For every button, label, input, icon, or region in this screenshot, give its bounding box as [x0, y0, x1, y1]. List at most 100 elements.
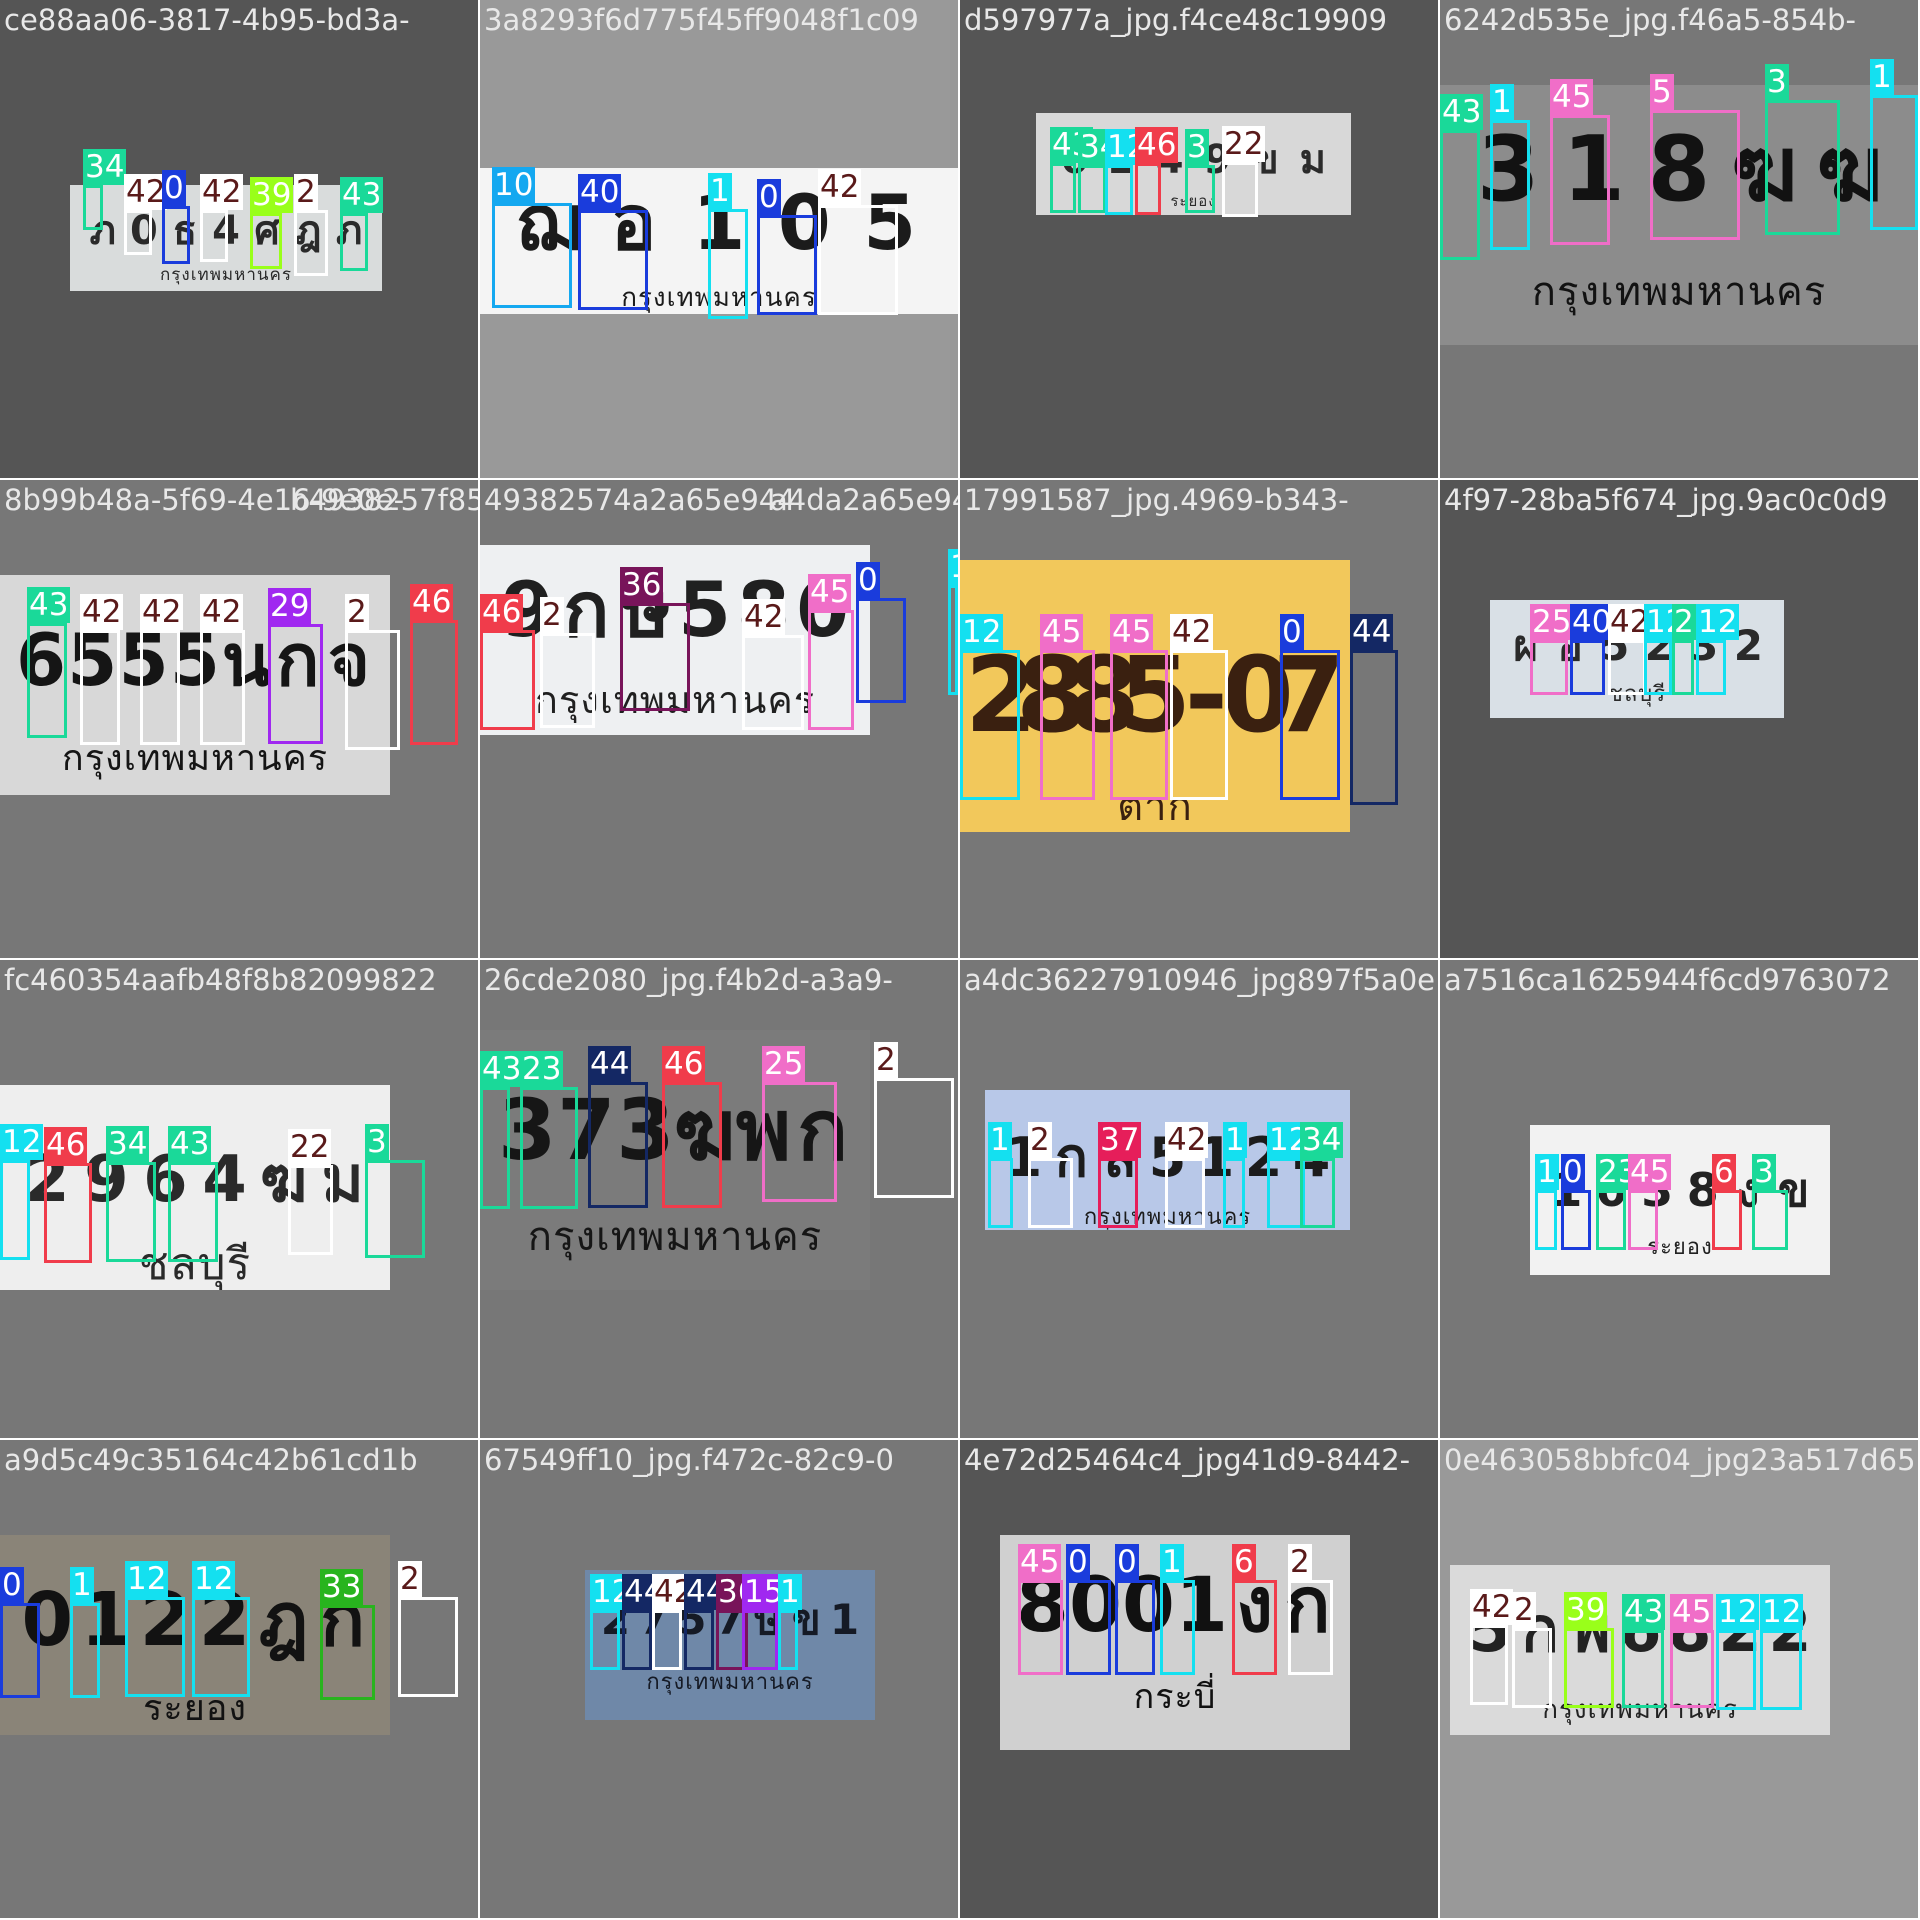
plate-character: ฎ — [258, 1577, 309, 1663]
detection-box — [320, 1605, 375, 1700]
detection-box — [1622, 1630, 1664, 1708]
detection-class-label: 45 — [1550, 79, 1594, 115]
detection-class-label: 1 — [1223, 1122, 1247, 1158]
mosaic-tile: 67549ff10_jpg.f472c-82c9-0 2 7 5 7 ษข 1 กรุงเทพ… — [480, 1440, 958, 1918]
detection-box — [480, 630, 535, 730]
detection-box — [1050, 163, 1076, 213]
detection-box — [1223, 1158, 1245, 1228]
mosaic-tile: 6242d535e_jpg.f46a5-854b- 3 1 8 ฆฆกรุงเทพมหา… — [1440, 0, 1918, 478]
detection-box — [874, 1078, 954, 1198]
tile-filename: a7516ca1625944f6cd9763072 — [1444, 963, 1891, 997]
detection-box — [1608, 640, 1646, 695]
mosaic-tile: 4e72d25464c4_jpg41d9-8442- 8 0 0 1 งกกระบี่ 45… — [960, 1440, 1438, 1918]
plate-province: กรุงเทพมหานคร — [621, 283, 817, 313]
plate-character: 0 — [21, 1577, 74, 1663]
plate-province: ตาก — [1117, 784, 1193, 830]
tile-filename: 67549ff10_jpg.f472c-82c9-0 — [484, 1443, 894, 1477]
detection-class-label: 43 — [27, 587, 71, 623]
detection-box — [80, 630, 120, 745]
mosaic-tile: fc460354aafb48f8b82099822 2 9 6 4 ฆมชลบุรี 12 4… — [0, 960, 478, 1438]
detection-box — [200, 630, 245, 745]
detection-class-label: 0 — [1561, 1154, 1585, 1190]
detection-class-label: 6 — [1232, 1544, 1256, 1580]
detection-class-label: 29 — [268, 588, 312, 624]
detection-box — [1870, 95, 1918, 230]
mosaic-tile: 3a8293f6d775f45ff9048f1c09 ฌอ 1 0 5 กรุงเทพมห… — [480, 0, 958, 478]
detection-class-label: 25 — [762, 1046, 806, 1082]
plate-character: 2 — [964, 634, 1038, 756]
detection-box — [1105, 165, 1133, 215]
detection-class-label: 43 — [340, 177, 384, 213]
tile-filename: 8b99b48a-5f69-4e16-9e0e- — [4, 483, 405, 517]
detection-class-label: 34 — [106, 1126, 150, 1162]
detection-box — [1470, 1625, 1508, 1705]
mosaic-tile: a4dc36227910946_jpg897f5a0e1กล5124กรุงเท… — [960, 960, 1438, 1438]
detection-box — [588, 1082, 648, 1208]
detection-class-label: 1 — [70, 1567, 94, 1603]
detection-class-label: 45 — [1040, 614, 1084, 650]
tile-filename-overlap: a4da2a65e944 — [770, 483, 958, 517]
tile-filename: 4e72d25464c4_jpg41d9-8442- — [964, 1443, 1411, 1477]
detection-box — [620, 603, 690, 711]
detection-box — [1232, 1580, 1277, 1675]
plate-character: 5 — [118, 618, 169, 702]
detection-box — [1535, 1190, 1557, 1250]
plate-province: กระบี่ — [1133, 1677, 1217, 1717]
plate-character: ศ — [254, 208, 280, 254]
detection-class-label: 44 — [1350, 614, 1394, 650]
detection-class-label: 0 — [856, 562, 880, 598]
detection-class-label: 1 — [1160, 1544, 1184, 1580]
detection-box — [1018, 1580, 1063, 1675]
plate-character: 7 — [557, 1081, 616, 1179]
plate-character: ฆ — [1730, 117, 1798, 222]
detection-box — [1028, 1158, 1073, 1228]
plate-province: กรุงเทพมหานคร — [527, 1214, 823, 1260]
detection-class-label: 22 — [288, 1129, 332, 1165]
detection-class-label: 33 — [320, 1569, 364, 1605]
detection-class-label: 39 — [250, 177, 294, 213]
detection-class-label: 42 — [140, 594, 184, 630]
detection-class-label: 42 — [200, 594, 244, 630]
tile-filename: d597977a_jpg.f4ce48c19909 — [964, 3, 1388, 37]
mosaic-tile: a7516ca1625944f6cd9763072 1 0 3 8 งขระยอง 1 0 23… — [1440, 960, 1918, 1438]
mosaic-tile: a9d5c49c35164c42b61cd1b 0 1 2 2 ฎกระยอง 0 1 12 12… — [0, 1440, 478, 1918]
detection-box — [762, 1082, 837, 1202]
detection-class-label: 34 — [83, 149, 127, 185]
detection-class-label: 0 — [162, 170, 186, 206]
tile-filename: ce88aa06-3817-4b95-bd3a- — [4, 3, 410, 37]
detection-class-label: 45 — [1018, 1544, 1062, 1580]
detection-class-label: 45 — [1628, 1154, 1672, 1190]
detection-box — [480, 1087, 510, 1209]
mosaic-tile: d597977a_jpg.f4ce48c199096249ขมระยอง4334… — [960, 0, 1438, 478]
plate-province: กรุงเทพมหานคร — [159, 265, 293, 285]
detection-box — [1650, 110, 1740, 240]
plate-character: 8 — [1067, 634, 1140, 756]
detection-class-label: 2 — [1512, 1592, 1536, 1628]
detection-class-label: 2 — [294, 174, 318, 210]
detection-box — [410, 620, 458, 745]
detection-class-label: 3 — [1765, 64, 1789, 100]
detection-class-label: 45 — [808, 574, 852, 610]
detection-box — [1570, 640, 1605, 695]
detection-class-label: 0 — [1280, 614, 1304, 650]
detection-class-label: 42 — [1165, 1122, 1209, 1158]
detection-box — [742, 1610, 778, 1670]
detection-box — [1170, 650, 1228, 800]
detection-box — [288, 1165, 333, 1255]
detection-box — [1564, 1628, 1614, 1708]
detection-class-label: 3 — [1752, 1154, 1776, 1190]
tile-filename: fc460354aafb48f8b82099822 — [4, 963, 437, 997]
detection-box — [1440, 130, 1480, 260]
tile-filename: 6242d535e_jpg.f46a5-854b- — [1444, 3, 1857, 37]
mosaic-tile: 4f97-28ba5f674_jpg.9ac0c0d9 ผอ 5 2 3 2 ชลบุรี 2… — [1440, 480, 1918, 958]
mosaic-tile: 8b99b48a-5f69-4e16-9e0e-b4938257f8557_jp… — [0, 480, 478, 958]
tile-filename: 0e463058bbfc04_jpg23a517d65 — [1444, 1443, 1916, 1477]
detection-box — [1350, 650, 1398, 805]
plate-character: 8 — [1016, 634, 1089, 756]
detection-box — [716, 1610, 748, 1670]
detection-box — [1490, 120, 1530, 250]
detection-class-label: 2 — [1028, 1122, 1052, 1158]
detection-class-label: 0 — [757, 179, 781, 215]
detection-class-label: 3 — [365, 1124, 389, 1160]
plate-province: กรุงเทพมหานคร — [1531, 269, 1827, 315]
